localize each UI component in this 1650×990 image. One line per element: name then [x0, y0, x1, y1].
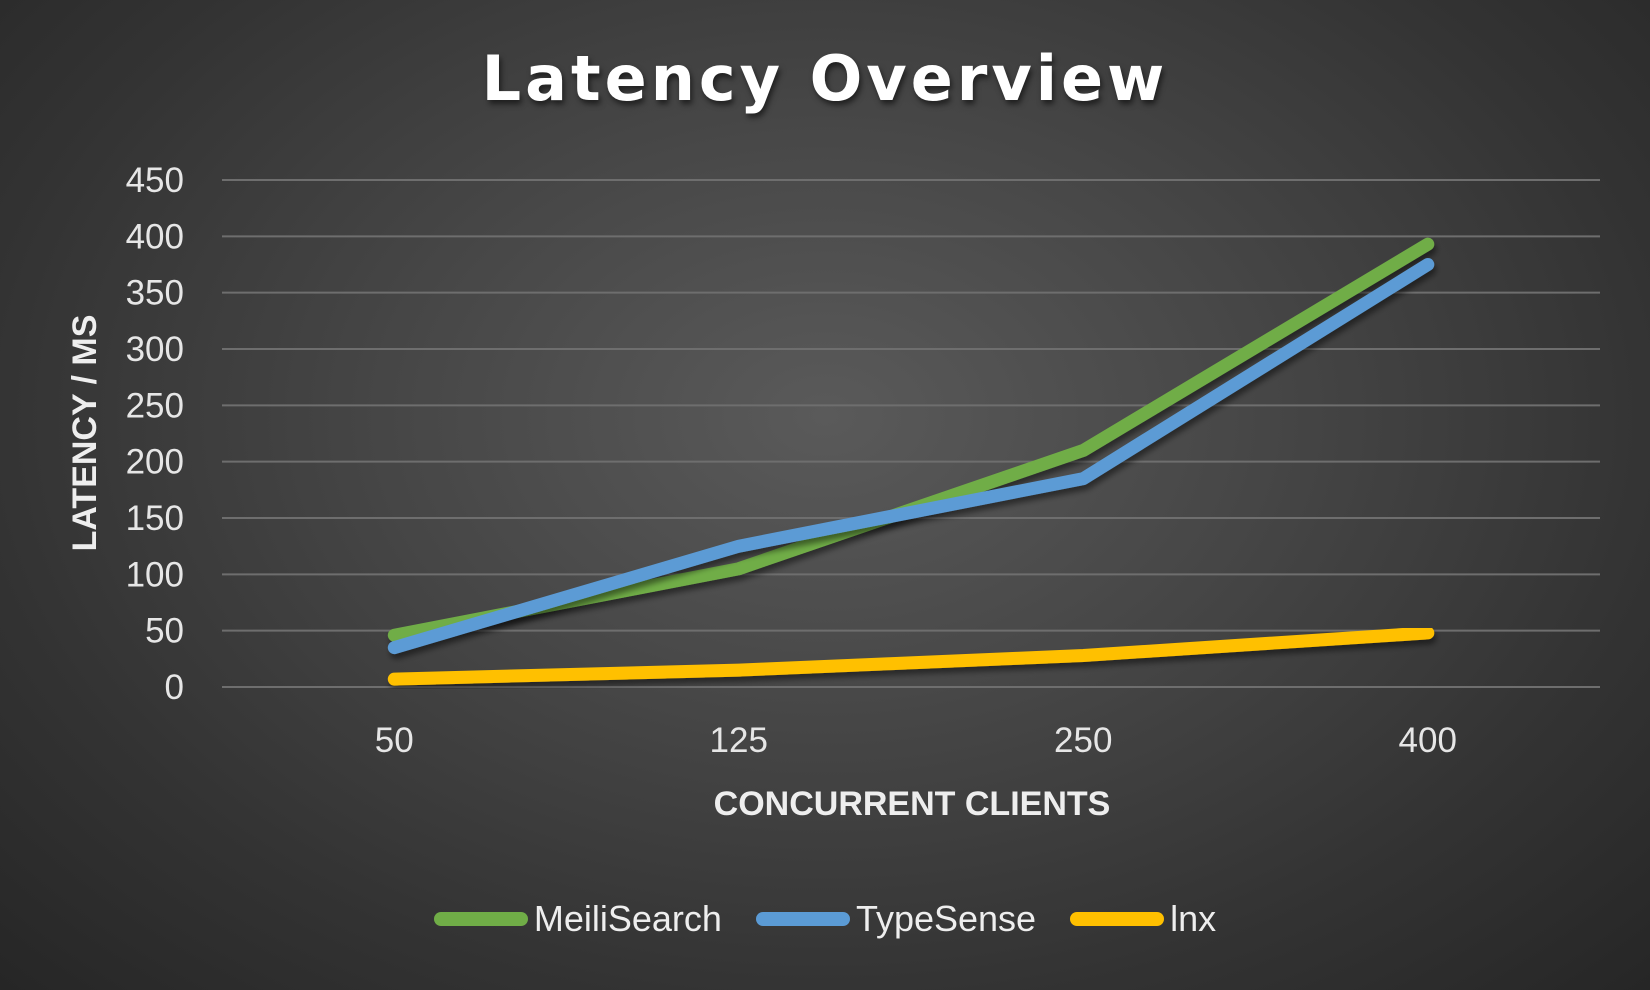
y-tick-label: 450 [126, 161, 184, 200]
legend-swatch [433, 912, 528, 926]
legend-swatch [755, 912, 850, 926]
y-tick-label: 100 [126, 555, 184, 594]
legend: MeiliSearch TypeSense lnx [0, 898, 1650, 940]
y-tick-label: 0 [165, 668, 184, 707]
legend-label: lnx [1170, 898, 1217, 939]
x-tick-label: 250 [1054, 721, 1112, 760]
series-line-lnx [387, 626, 1435, 686]
gridlines [222, 179, 1600, 688]
y-axis-ticks: 0 50 100 150 200 250 300 350 400 450 [126, 161, 184, 707]
y-tick-label: 350 [126, 274, 184, 313]
x-axis-ticks: 50 125 250 400 [375, 721, 1457, 760]
y-axis-title: LATENCY / MS [66, 315, 104, 552]
y-tick-label: 300 [126, 330, 184, 369]
x-tick-label: 400 [1399, 721, 1457, 760]
legend-entry-lnx: lnx [1070, 898, 1216, 940]
chart-title: Latency Overview [481, 42, 1169, 115]
series-lines [387, 237, 1435, 686]
x-tick-label: 125 [710, 721, 768, 760]
legend-entry-typesense: TypeSense [755, 898, 1037, 940]
y-tick-label: 400 [126, 217, 184, 256]
legend-entry-meilisearch: MeiliSearch [433, 898, 722, 940]
x-tick-label: 50 [375, 721, 414, 760]
legend-label: MeiliSearch [533, 898, 722, 939]
y-tick-label: 150 [126, 499, 184, 538]
legend-label: TypeSense [855, 898, 1037, 939]
y-tick-label: 250 [126, 386, 184, 425]
y-tick-label: 50 [145, 612, 184, 651]
y-tick-label: 200 [126, 443, 184, 482]
legend-swatch [1070, 912, 1165, 926]
series-line-meilisearch [387, 237, 1435, 642]
series-line-typesense [387, 258, 1435, 655]
x-axis-title: CONCURRENT CLIENTS [714, 785, 1111, 823]
